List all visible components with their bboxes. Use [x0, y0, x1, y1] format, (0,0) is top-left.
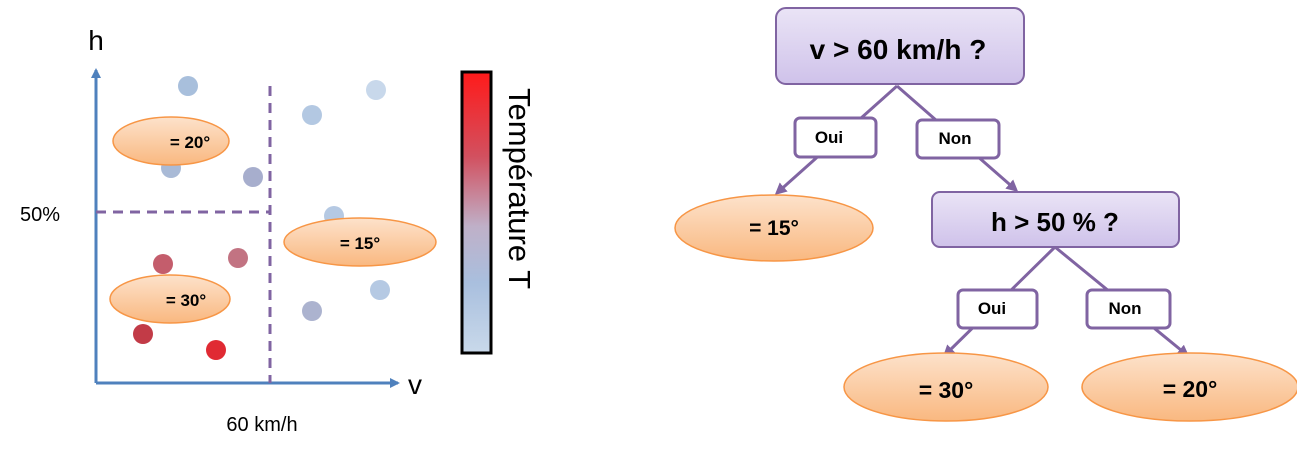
- leaf-text: = 15°: [749, 217, 799, 240]
- colorbar: [460, 70, 493, 355]
- leaf-node: = 30°: [843, 352, 1049, 422]
- second-question-text: h > 50 % ?: [991, 207, 1119, 237]
- branch-label-yes: Oui: [956, 288, 1039, 330]
- data-point: [228, 248, 248, 268]
- region-label-text: = 20°: [170, 133, 211, 152]
- branch-label-no: Non: [915, 118, 1001, 160]
- data-point: [206, 340, 226, 360]
- root-decision-node: v > 60 km/h ?: [775, 7, 1025, 85]
- data-point: [370, 280, 390, 300]
- scatter-panel: h v 50% 60 km/h = 20° = 15° = 30°: [20, 25, 537, 436]
- x-axis-label: v: [408, 369, 422, 400]
- region-label-top-left: = 20°: [112, 116, 230, 166]
- leaf-node: = 20°: [1081, 352, 1297, 422]
- branch-label-text: Non: [938, 129, 971, 148]
- region-label-right: = 15°: [283, 217, 437, 267]
- region-label-text: = 15°: [340, 234, 381, 253]
- decision-tree: v > 60 km/h ? Oui Non = 15° h > 50 % ? O…: [674, 7, 1297, 422]
- second-decision-node: h > 50 % ?: [931, 191, 1180, 248]
- branch-label-no: Non: [1085, 288, 1172, 330]
- leaf-text: = 20°: [1163, 376, 1218, 402]
- data-point: [178, 76, 198, 96]
- data-point: [302, 301, 322, 321]
- data-point: [133, 324, 153, 344]
- branch-label-text: Oui: [815, 128, 843, 147]
- leaf-node: = 15°: [674, 194, 874, 262]
- data-point: [302, 105, 322, 125]
- data-point: [243, 167, 263, 187]
- branch-label-text: Oui: [978, 299, 1006, 318]
- data-point: [153, 254, 173, 274]
- data-point: [366, 80, 386, 100]
- colorbar-label: Température T: [502, 88, 537, 289]
- h-threshold-label: 50%: [20, 204, 60, 226]
- region-label-bottom-left: = 30°: [109, 274, 231, 324]
- branch-label-text: Non: [1108, 299, 1141, 318]
- y-axis-label: h: [88, 25, 104, 56]
- root-question-text: v > 60 km/h ?: [810, 34, 987, 65]
- v-threshold-label: 60 km/h: [226, 414, 297, 436]
- leaf-text: = 30°: [919, 377, 974, 403]
- branch-label-yes: Oui: [793, 116, 878, 159]
- region-label-text: = 30°: [166, 291, 207, 310]
